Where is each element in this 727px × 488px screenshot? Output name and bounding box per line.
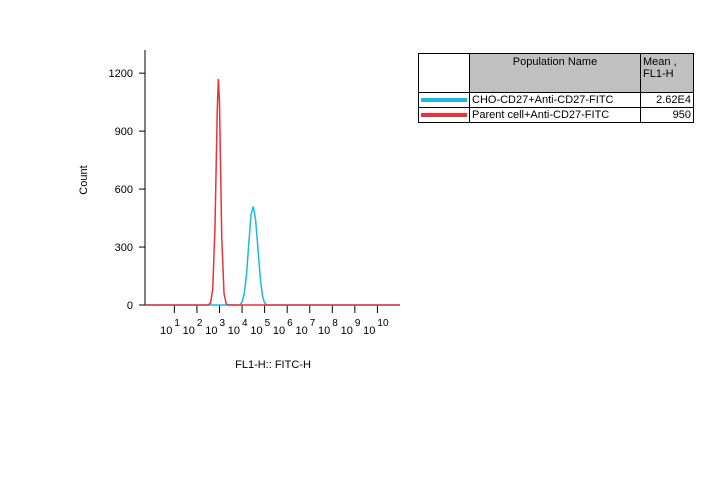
x-tick-exponent: 6 xyxy=(287,318,293,329)
legend-swatch xyxy=(421,113,467,117)
x-tick-exponent: 7 xyxy=(310,318,316,329)
header-cell: Population Name xyxy=(469,53,641,93)
x-axis-label: FL1-H:: FITC-H xyxy=(235,359,311,371)
legend-label: CHO-CD27+Anti-CD27-FITC xyxy=(469,92,641,108)
y-tick-label: 0 xyxy=(127,300,133,312)
table-row: CHO-CD27+Anti-CD27-FITC 2.62E4 xyxy=(418,92,694,108)
x-tick-label: 10 xyxy=(318,325,330,337)
x-tick-label: 10 xyxy=(273,325,285,337)
x-tick-exponent: 4 xyxy=(242,318,248,329)
mean-value: 2.62E4 xyxy=(640,92,694,108)
header-cell: Mean , FL1-H xyxy=(640,53,694,93)
legend-swatch-cell xyxy=(418,107,470,123)
table-row: Parent cell+Anti-CD27-FITC 950 xyxy=(418,107,694,123)
x-tick-label: 10 xyxy=(183,325,195,337)
y-tick-label: 900 xyxy=(115,126,133,138)
x-tick-label: 10 xyxy=(160,325,172,337)
y-tick-label: 1200 xyxy=(109,68,133,80)
x-tick-label: 10 xyxy=(228,325,240,337)
histogram-line xyxy=(145,78,400,306)
x-tick-exponent: 9 xyxy=(355,318,361,329)
x-tick-exponent: 8 xyxy=(332,318,338,329)
legend-label: Parent cell+Anti-CD27-FITC xyxy=(469,107,641,123)
x-tick-label: 10 xyxy=(295,325,307,337)
y-tick-label: 600 xyxy=(115,184,133,196)
legend-swatch xyxy=(421,98,467,102)
x-tick-exponent: 3 xyxy=(219,318,225,329)
y-tick-label: 300 xyxy=(115,242,133,254)
histogram-line xyxy=(145,206,400,306)
x-tick-exponent: 1 xyxy=(174,318,180,329)
x-tick-label: 10 xyxy=(341,325,353,337)
x-tick-label: 10 xyxy=(363,325,375,337)
x-tick-label: 10 xyxy=(205,325,217,337)
x-tick-exponent: 10 xyxy=(377,318,389,329)
y-axis-label: Count xyxy=(78,165,90,194)
stats-table: Population Name Mean , FL1-H CHO-CD27+An… xyxy=(418,53,694,123)
legend-swatch-cell xyxy=(418,92,470,108)
x-tick-label: 10 xyxy=(250,325,262,337)
x-tick-exponent: 2 xyxy=(197,318,203,329)
mean-value: 950 xyxy=(640,107,694,123)
x-tick-exponent: 5 xyxy=(265,318,271,329)
swatch-header xyxy=(418,53,470,93)
